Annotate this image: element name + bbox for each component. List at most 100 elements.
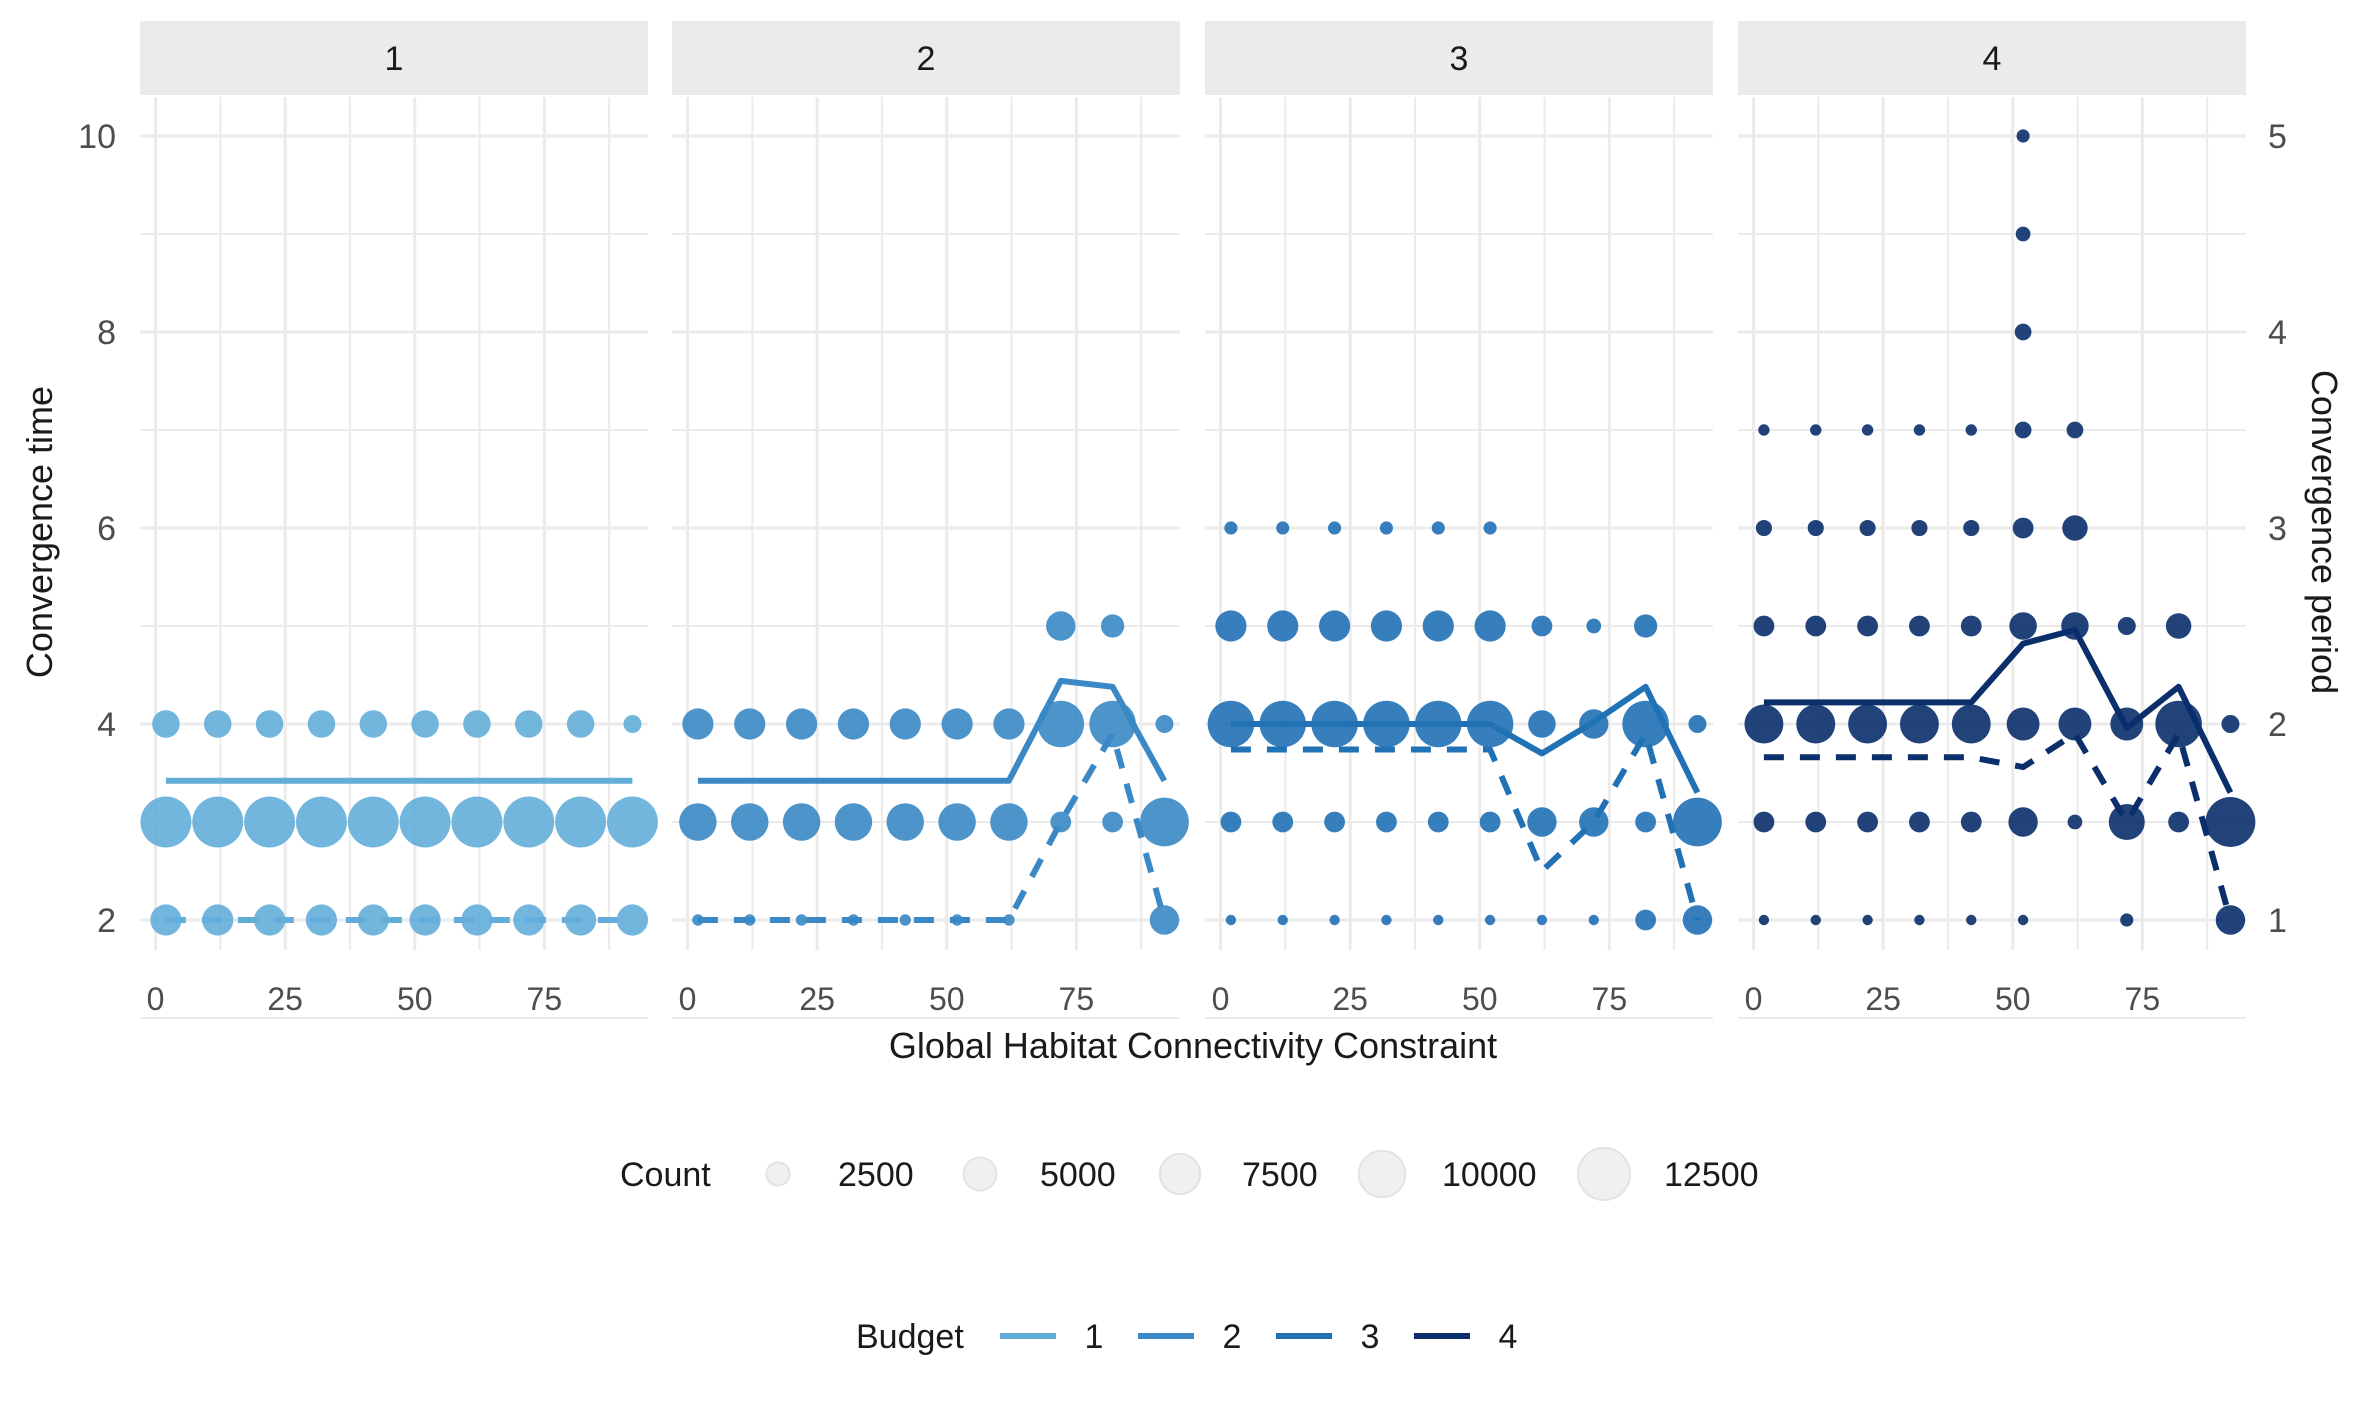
facet-label-3: 3: [1450, 40, 1469, 78]
size-legend-key: [962, 1156, 998, 1192]
data-point: [1311, 700, 1358, 748]
data-point: [993, 708, 1025, 740]
data-point: [399, 796, 451, 848]
size-legend-key: [1357, 1149, 1407, 1199]
data-point: [1579, 807, 1609, 837]
data-point: [305, 904, 338, 936]
convergence-time-line: [1230, 683, 1701, 794]
convergence-period-line: [697, 730, 1168, 923]
data-point: [1635, 909, 1657, 931]
data-point: [795, 914, 808, 926]
facet-strip-4: [1738, 21, 2246, 95]
y-tick-label: 10: [78, 118, 116, 156]
data-point: [566, 710, 595, 738]
data-point: [2058, 707, 2092, 741]
data-point: [503, 796, 555, 848]
facet-strip-1: [140, 21, 648, 95]
data-point: [1155, 714, 1174, 734]
data-point: [889, 708, 921, 740]
data-point: [1276, 521, 1290, 535]
data-point: [1433, 914, 1444, 926]
data-point: [409, 904, 441, 936]
data-point: [1579, 709, 1609, 739]
data-point: [463, 710, 491, 738]
size-legend-label: 2500: [838, 1156, 914, 1194]
data-point: [1422, 610, 1454, 642]
x-tick-label: 0: [679, 981, 697, 1017]
color-legend-label: 2: [1223, 1318, 1242, 1356]
data-point: [606, 796, 658, 848]
data-point: [938, 803, 976, 841]
data-point: [1220, 811, 1242, 833]
data-point: [1807, 519, 1824, 537]
data-point: [847, 914, 860, 926]
y-tick-label: 8: [97, 314, 116, 352]
data-point: [1857, 811, 1878, 833]
x-tick-label: 50: [929, 981, 965, 1017]
data-point: [1089, 700, 1136, 748]
data-point: [744, 914, 756, 926]
data-points: [140, 129, 2256, 936]
size-legend-key: [1577, 1147, 1631, 1201]
data-point: [1899, 704, 1939, 744]
axes: 0 25 50 75 0 25 50 75 0 25 50 75 0 25 50 7524681012345G…: [19, 118, 2345, 1066]
data-point: [1758, 424, 1770, 436]
data-point: [1758, 914, 1770, 926]
data-point: [2215, 905, 2246, 935]
data-point: [1951, 704, 1991, 744]
data-point: [1474, 610, 1506, 642]
facet-strip-3: [1205, 21, 1713, 95]
color-legend-title: Budget: [856, 1318, 964, 1356]
data-point: [1149, 905, 1180, 935]
data-point: [1960, 811, 1982, 833]
data-point: [2067, 814, 2083, 830]
y-right-axis-title: Convergence period: [2304, 370, 2345, 694]
data-point: [555, 796, 607, 848]
data-point: [2066, 421, 2084, 439]
data-point: [150, 904, 182, 936]
data-point: [1682, 905, 1713, 935]
x-tick-label: 75: [527, 981, 563, 1017]
data-point: [1272, 811, 1294, 833]
data-point: [359, 710, 388, 738]
data-point: [1635, 811, 1657, 833]
facet-strips: 1 2 3 4: [140, 21, 2246, 95]
data-point: [1037, 700, 1085, 748]
data-point: [1415, 700, 1462, 748]
data-point: [1363, 700, 1410, 748]
y-right-tick-label: 3: [2268, 510, 2287, 548]
data-point: [451, 796, 503, 848]
x-tick-label: 0: [1745, 981, 1763, 1017]
data-point: [1536, 914, 1548, 926]
size-legend-label: 10000: [1442, 1156, 1537, 1194]
facet-label-1: 1: [385, 40, 404, 78]
y-tick-label: 4: [97, 706, 116, 744]
data-point: [2155, 700, 2202, 748]
x-tick-label: 25: [1865, 981, 1901, 1017]
data-point: [565, 904, 597, 936]
data-point: [2120, 913, 2134, 927]
convergence-period-line: [1763, 730, 2234, 921]
data-point: [244, 796, 296, 848]
x-tick-label: 75: [1059, 981, 1095, 1017]
data-point: [2165, 613, 2192, 639]
data-point: [1857, 615, 1878, 637]
data-point: [1965, 424, 1977, 436]
data-point: [990, 803, 1028, 841]
data-point: [1376, 811, 1397, 833]
y-right-tick-label: 2: [2268, 706, 2287, 744]
color-legend-label: 1: [1085, 1318, 1104, 1356]
x-tick-label: 25: [799, 981, 835, 1017]
data-point: [2008, 807, 2038, 837]
data-point: [1861, 424, 1874, 436]
y-right-tick-label: 5: [2268, 118, 2287, 156]
gridlines: [140, 37, 2246, 1019]
data-point: [1862, 914, 1873, 926]
data-point: [1633, 614, 1658, 638]
data-point: [2009, 612, 2037, 640]
x-tick-label: 25: [267, 981, 303, 1017]
data-point: [1744, 704, 1784, 744]
y-axis-title: Convergence time: [19, 386, 60, 678]
data-point: [1427, 811, 1449, 833]
color-legend: Budget 1 2 3 4: [856, 1318, 1517, 1356]
